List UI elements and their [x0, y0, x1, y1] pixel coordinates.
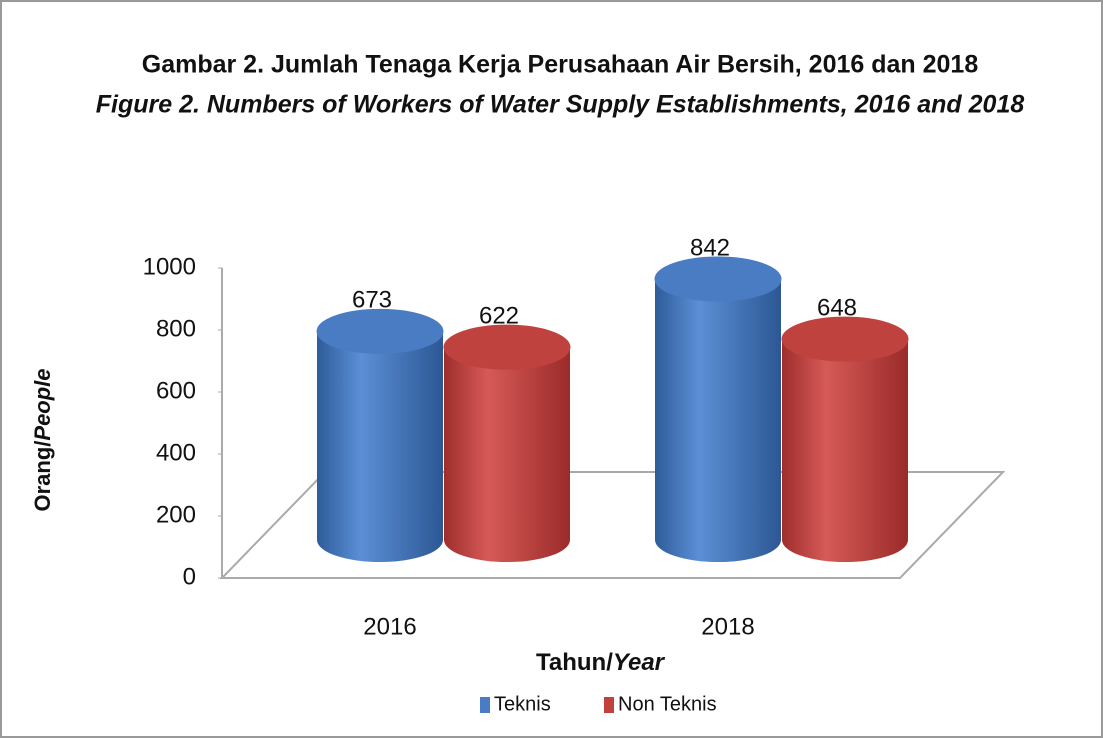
y-axis-label-part: People [30, 368, 55, 440]
y-axis-label: Orang/People [30, 368, 55, 511]
bar [782, 339, 908, 540]
bar [444, 347, 570, 540]
legend-swatch [604, 697, 614, 713]
cylinder-top [654, 256, 782, 302]
data-label: 673 [352, 287, 392, 314]
x-axis-label-part: Year [613, 649, 666, 676]
chart-subtitle: Figure 2. Numbers of Workers of Water Su… [96, 91, 1025, 119]
y-tick-label: 200 [156, 501, 196, 528]
bar [317, 331, 443, 540]
bar [655, 278, 781, 540]
legend-swatch [480, 697, 490, 713]
y-tick-label: 400 [156, 439, 196, 466]
x-axis-label-part: Tahun/ [536, 649, 613, 676]
legend-label: Non Teknis [618, 693, 717, 715]
x-tick-label: 2016 [363, 613, 416, 640]
data-label: 622 [479, 303, 519, 330]
y-axis-label-part: Orang/ [30, 441, 55, 512]
cylinder-top [316, 308, 444, 354]
data-label: 842 [690, 234, 730, 261]
cylinder-top [781, 316, 909, 362]
legend-label: Teknis [494, 693, 551, 715]
y-tick-label: 600 [156, 377, 196, 404]
x-axis-label: Tahun/Year [536, 649, 666, 676]
data-label: 648 [817, 294, 857, 321]
y-tick-label: 800 [156, 315, 196, 342]
y-tick-label: 1000 [143, 253, 196, 280]
cylinder-top [443, 324, 571, 370]
x-tick-label: 2018 [701, 613, 754, 640]
chart-title: Gambar 2. Jumlah Tenaga Kerja Perusahaan… [142, 51, 979, 79]
y-tick-label: 0 [183, 563, 196, 590]
